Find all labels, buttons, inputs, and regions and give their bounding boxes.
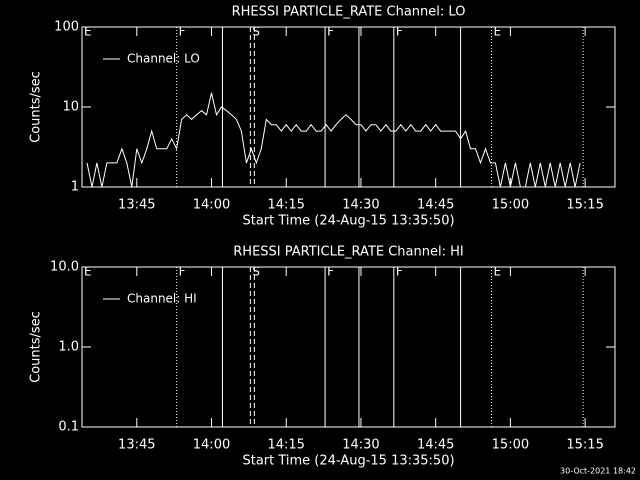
- flag-label: F: [396, 265, 403, 279]
- flag-label: S: [252, 25, 260, 39]
- flag-label: F: [327, 265, 334, 279]
- y-tick-label: 1.0: [58, 340, 79, 355]
- y-tick-label: 0.1: [58, 420, 79, 435]
- x-tick-label: 14:45: [417, 198, 454, 213]
- flag-label: F: [327, 25, 334, 39]
- x-axis-label: Start Time (24-Aug-15 13:35:50): [242, 214, 454, 229]
- flag-label: F: [396, 25, 403, 39]
- x-tick-label: 14:30: [342, 198, 379, 213]
- chart-title: RHESSI PARTICLE_RATE Channel: LO: [232, 5, 466, 20]
- y-axis-label: Counts/sec: [29, 71, 44, 143]
- x-tick-label: 14:30: [342, 438, 379, 453]
- y-tick-label: 10.0: [50, 260, 79, 275]
- chart-title: RHESSI PARTICLE_RATE Channel: HI: [233, 245, 463, 260]
- x-tick-label: 15:15: [566, 198, 603, 213]
- flag-label: E: [84, 265, 92, 279]
- flag-label: F: [179, 25, 186, 39]
- data-line: [86, 92, 581, 188]
- flag-label: E: [493, 25, 501, 39]
- x-tick-label: 15:00: [492, 198, 529, 213]
- flag-label: E: [493, 265, 501, 279]
- x-tick-label: 15:00: [492, 438, 529, 453]
- y-axis-label: Counts/sec: [29, 311, 44, 383]
- flag-label: S: [252, 265, 260, 279]
- x-tick-label: 13:45: [118, 438, 155, 453]
- x-tick-label: 14:45: [417, 438, 454, 453]
- y-tick-label: 1: [71, 180, 79, 195]
- timestamp: 30-Oct-2021 18:42: [560, 467, 636, 476]
- x-tick-label: 14:15: [267, 198, 304, 213]
- x-tick-label: 14:00: [193, 198, 230, 213]
- legend-label: Channel: HI: [127, 292, 197, 306]
- x-tick-label: 14:15: [267, 438, 304, 453]
- x-tick-label: 14:00: [193, 438, 230, 453]
- legend-label: Channel: LO: [127, 52, 200, 66]
- x-tick-label: 13:45: [118, 198, 155, 213]
- y-tick-label: 10: [62, 100, 79, 115]
- flag-label: F: [179, 265, 186, 279]
- x-tick-label: 15:15: [566, 438, 603, 453]
- x-axis-label: Start Time (24-Aug-15 13:35:50): [242, 454, 454, 469]
- y-tick-label: 100: [54, 20, 79, 35]
- flag-label: E: [84, 25, 92, 39]
